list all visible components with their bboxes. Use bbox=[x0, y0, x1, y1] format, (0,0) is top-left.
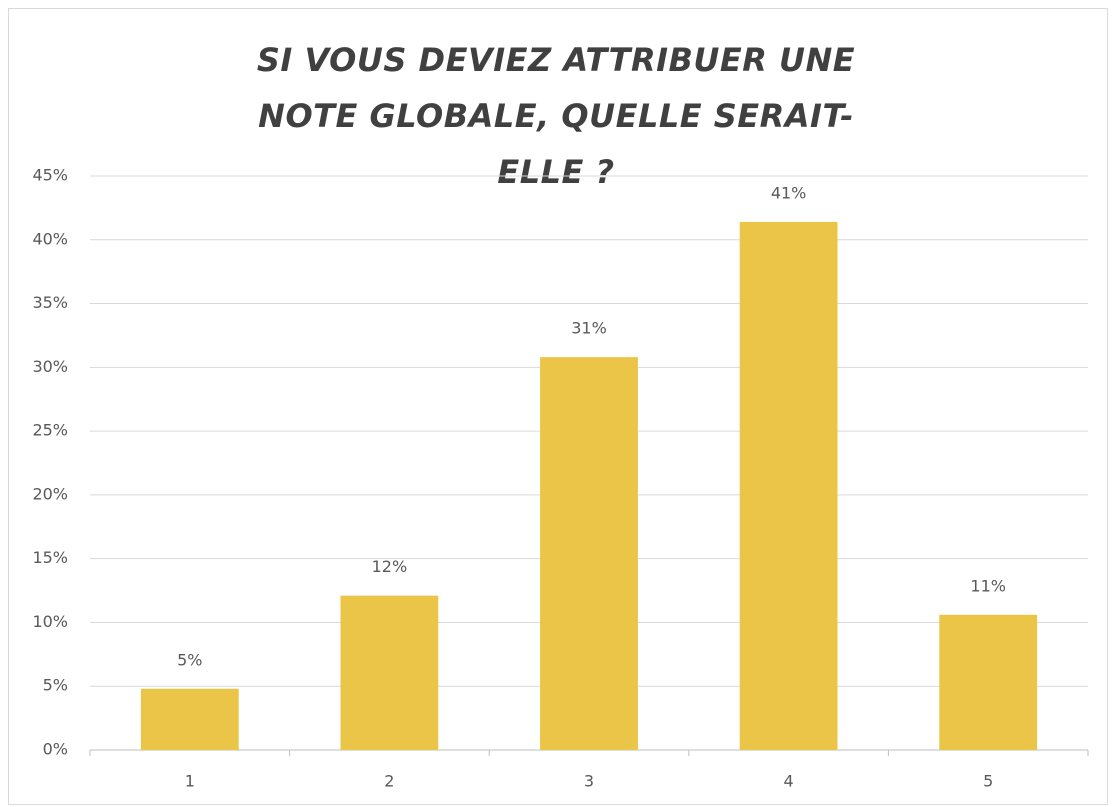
x-tick-label: 1 bbox=[185, 772, 195, 791]
y-tick-label: 30% bbox=[32, 357, 68, 376]
y-tick-label: 40% bbox=[32, 229, 68, 248]
bar bbox=[739, 221, 838, 751]
x-tick-label: 5 bbox=[983, 772, 993, 791]
chart-frame bbox=[8, 8, 1108, 805]
y-tick-label: 25% bbox=[32, 421, 68, 440]
data-label: 12% bbox=[372, 557, 408, 576]
data-label: 41% bbox=[771, 183, 807, 202]
data-label: 5% bbox=[177, 650, 202, 669]
data-label: 11% bbox=[970, 576, 1006, 595]
bar bbox=[540, 357, 638, 750]
data-label: 31% bbox=[571, 319, 607, 338]
y-tick-label: 5% bbox=[43, 676, 68, 695]
y-tick-label: 15% bbox=[32, 548, 68, 567]
y-tick-label: 10% bbox=[32, 612, 68, 631]
y-tick-label: 0% bbox=[43, 740, 68, 759]
x-tick-label: 4 bbox=[784, 772, 794, 791]
y-tick-label: 35% bbox=[32, 293, 68, 312]
bar bbox=[340, 595, 439, 750]
x-tick-label: 2 bbox=[384, 772, 394, 791]
bar bbox=[939, 614, 1038, 750]
y-tick-label: 45% bbox=[32, 166, 68, 185]
chart-title: SI VOUS DEVIEZ ATTRIBUER UNE NOTE GLOBAL… bbox=[256, 41, 856, 191]
x-tick-label: 3 bbox=[584, 772, 594, 791]
bar bbox=[140, 688, 239, 750]
y-tick-label: 20% bbox=[32, 484, 68, 503]
